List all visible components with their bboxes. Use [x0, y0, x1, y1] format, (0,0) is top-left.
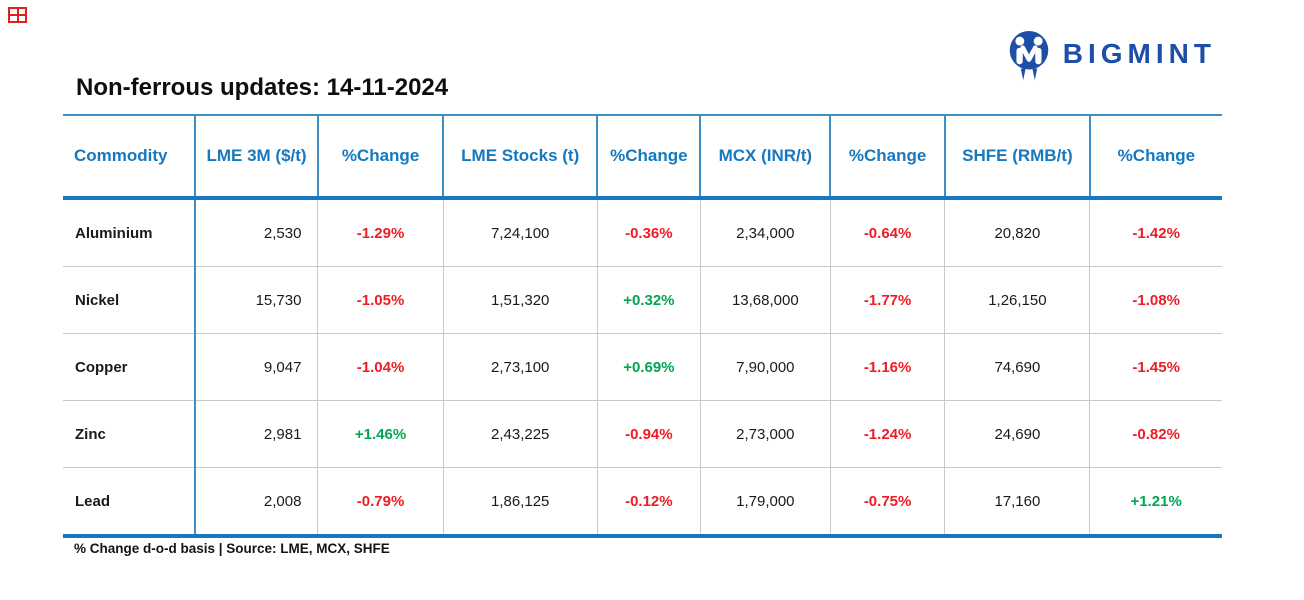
- value-cell: 1,86,125: [443, 467, 598, 536]
- value-cell: 1,51,320: [443, 266, 598, 334]
- commodity-table: Commodity LME 3M ($/t) %Change LME Stock…: [63, 114, 1222, 538]
- percent-change-cell: +0.32%: [597, 266, 701, 334]
- col-header-lme-stocks: LME Stocks (t): [443, 115, 599, 200]
- value-cell: 2,981: [195, 400, 319, 468]
- value-cell: 17,160: [944, 467, 1091, 536]
- col-header-mcx-change: %Change: [830, 115, 946, 200]
- value-cell: 24,690: [944, 400, 1091, 468]
- table-row: Aluminium 2,530 -1.29% 7,24,100 -0.36% 2,34,0…: [63, 198, 1222, 267]
- percent-change-cell: -1.04%: [317, 333, 444, 401]
- col-header-lme-3m-change: %Change: [317, 115, 445, 200]
- percent-change-cell: -1.42%: [1132, 224, 1180, 242]
- percent-change-cell: -0.12%: [597, 467, 701, 536]
- value-cell: 15,730: [195, 266, 319, 334]
- value-cell: 7,24,100: [443, 198, 598, 267]
- percent-change-cell: -1.45%: [1089, 333, 1222, 401]
- table-row: Zinc 2,981 +1.46% 2,43,225 -0.94% 2,73,000 -1.…: [63, 400, 1222, 468]
- commodity-cell: Nickel: [63, 266, 197, 334]
- brand-logo: BIGMINT: [1005, 30, 1216, 84]
- col-header-lme-stocks-change: %Change: [597, 115, 702, 200]
- percent-change-cell: -1.05%: [317, 266, 444, 334]
- commodity-cell: Lead: [63, 467, 197, 536]
- table-header-row: Commodity LME 3M ($/t) %Change LME Stock…: [63, 115, 1222, 200]
- value-cell: 2,73,000: [700, 400, 831, 468]
- commodity-cell: Copper: [63, 333, 197, 401]
- bigmint-monogram-icon: [1009, 30, 1049, 81]
- commodity-cell: Zinc: [63, 400, 197, 468]
- footer-note: % Change d-o-d basis | Source: LME, MCX,…: [74, 541, 390, 556]
- percent-change-cell: -0.64%: [830, 198, 946, 267]
- commodity-table-wrap: Commodity LME 3M ($/t) %Change LME Stock…: [63, 114, 1222, 538]
- percent-change-cell: -0.94%: [597, 400, 701, 468]
- commodity-cell: Aluminium: [63, 198, 197, 267]
- percent-change-cell: +1.46%: [317, 400, 444, 468]
- value-cell: 74,690: [944, 333, 1091, 401]
- percent-change-cell: -0.75%: [830, 467, 946, 536]
- percent-change-cell: +1.21%: [1089, 467, 1222, 536]
- col-header-mcx: MCX (INR/t): [700, 115, 832, 200]
- col-header-shfe-change: %Change: [1089, 115, 1222, 200]
- value-cell: 2,73,100: [443, 333, 598, 401]
- value-cell: 2,530: [195, 198, 319, 267]
- page-title: Non-ferrous updates: 14-11-2024: [76, 74, 449, 101]
- col-header-commodity: Commodity: [63, 115, 197, 200]
- value-cell: 2,008: [195, 467, 319, 536]
- percent-change-cell: -1.24%: [830, 400, 946, 468]
- red-grid-mark-icon: [8, 7, 27, 23]
- percent-change-cell: -1.08%: [1089, 266, 1222, 334]
- value-cell: 13,68,000: [700, 266, 831, 334]
- percent-change-cell: -0.82%: [1089, 400, 1222, 468]
- percent-change-cell: -1.77%: [830, 266, 946, 334]
- table-row: Copper 9,047 -1.04% 2,73,100 +0.69% 7,90,000-…: [63, 333, 1222, 401]
- brand-name: BIGMINT: [1062, 38, 1216, 69]
- col-header-shfe: SHFE (RMB/t): [944, 115, 1091, 200]
- percent-change-cell: -1.29%: [317, 198, 444, 267]
- table-header: Commodity LME 3M ($/t) %Change LME Stock…: [63, 115, 1222, 200]
- percent-change-cell: -0.36%: [597, 198, 701, 267]
- value-cell: 9,047: [195, 333, 319, 401]
- percent-change-cell: -1.16%: [830, 333, 946, 401]
- col-header-lme-3m: LME 3M ($/t): [195, 115, 319, 200]
- value-cell: 1,79,000: [700, 467, 831, 536]
- value-cell: 1,26,150: [944, 266, 1091, 334]
- percent-change-cell: +0.69%: [597, 333, 701, 401]
- table-body: Aluminium 2,530 -1.29% 7,24,100 -0.36% 2,34,0…: [63, 198, 1222, 536]
- value-cell: 2,43,225: [443, 400, 598, 468]
- value-cell: 2,34,000: [700, 198, 831, 267]
- value-cell: 20,820: [944, 198, 1091, 267]
- table-row: Lead 2,008 -0.79% 1,86,125 -0.12% 1,79,000 -0.…: [63, 467, 1222, 536]
- table-row: Nickel 15,730 -1.05% 1,51,320 +0.32% 13,68,00…: [63, 266, 1222, 334]
- value-cell: 7,90,000: [700, 333, 831, 401]
- percent-change-cell: -0.79%: [317, 467, 444, 536]
